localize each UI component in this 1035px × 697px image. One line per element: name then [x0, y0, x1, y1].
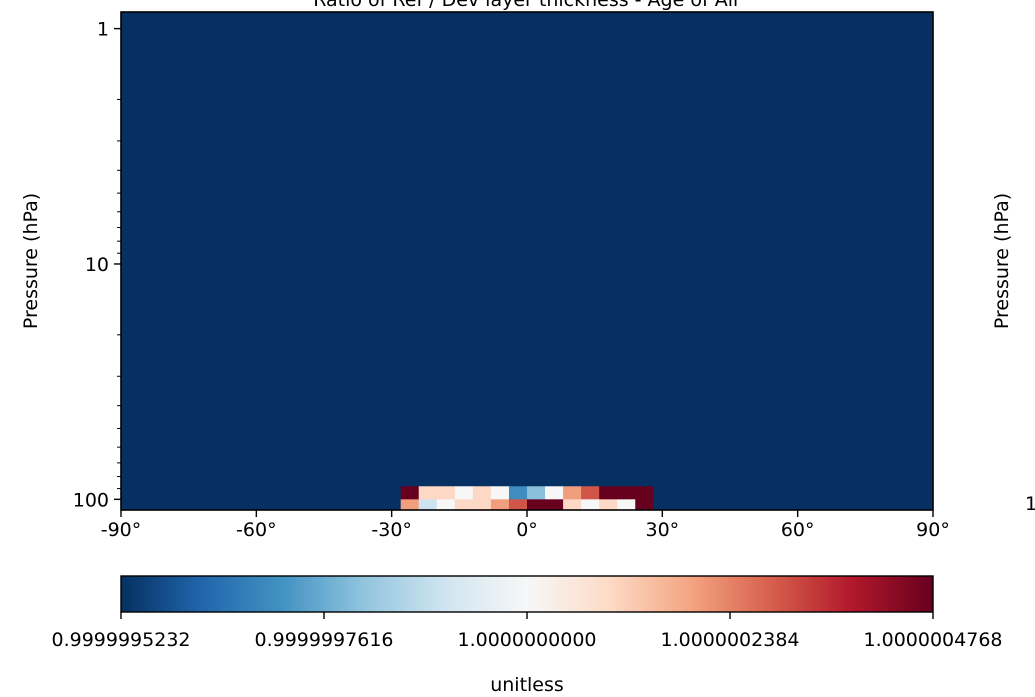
- heatmap-cell: [436, 486, 456, 500]
- heatmap-cells: [400, 486, 654, 510]
- heatmap-cell: [563, 499, 582, 510]
- heatmap-cell: [508, 486, 528, 500]
- x-tick-label: -60°: [236, 519, 277, 541]
- heatmap-cell: [400, 486, 420, 500]
- heatmap-cell: [454, 499, 474, 510]
- heatmap-cell: [508, 499, 528, 510]
- x-axis: -90° -60° -30° 0° 30° 60° 90°: [101, 510, 950, 541]
- colorbar-tick-label: 0.9999997616: [254, 629, 393, 651]
- heatmap-cell: [545, 499, 564, 510]
- heatmap-cell: [545, 486, 564, 500]
- x-tick-label: 60°: [781, 519, 815, 541]
- x-tick-label: 30°: [645, 519, 679, 541]
- colorbar-gradient: [120, 575, 934, 613]
- colorbar-tick-label: 1.0000004768: [863, 629, 1002, 651]
- second-panel-partial: Pressure (hPa) 1: [991, 193, 1035, 515]
- heatmap-cell: [454, 486, 474, 500]
- colorbar-tick-label: 0.9999995232: [51, 629, 190, 651]
- heatmap-cell: [418, 499, 438, 510]
- heatmap-cell: [527, 486, 546, 500]
- heatmap-cell: [436, 499, 456, 510]
- heatmap-cell: [599, 499, 618, 510]
- x-tick-label: -30°: [371, 519, 412, 541]
- heatmap-cell: [563, 486, 582, 500]
- colorbar-tick-label: 1.0000000000: [457, 629, 596, 651]
- heatmap-background: [121, 12, 933, 510]
- y-tick-label: 1: [97, 19, 109, 41]
- plot-area: [120, 11, 934, 511]
- heatmap-cell: [400, 499, 420, 510]
- heatmap-cell: [581, 499, 600, 510]
- heatmap-cell: [635, 499, 654, 510]
- y-tick-label: 100: [73, 489, 109, 511]
- second-panel-y-tick-label: 1: [1025, 493, 1035, 515]
- y-axis-label: Pressure (hPa): [20, 193, 42, 329]
- heatmap-cell: [472, 486, 492, 500]
- chart-title: Ratio of Ref / Dev layer thickness - Age…: [313, 0, 741, 11]
- heatmap-cell: [581, 486, 600, 500]
- heatmap-cell: [472, 499, 492, 510]
- heatmap-cell: [490, 499, 510, 510]
- x-tick-label: -90°: [101, 519, 142, 541]
- heatmap-cell: [490, 486, 510, 500]
- heatmap-cell: [418, 486, 438, 500]
- y-axis: 1 10 100: [73, 19, 121, 511]
- heatmap-cell: [527, 499, 546, 510]
- heatmap-cell: [635, 486, 654, 500]
- second-panel-y-axis-label: Pressure (hPa): [991, 193, 1013, 329]
- y-tick-label: 10: [85, 254, 109, 276]
- heatmap-cell: [617, 499, 636, 510]
- colorbar-tick-label: 1.0000002384: [660, 629, 799, 651]
- colorbar-ticks: 0.9999995232 0.9999997616 1.0000000000 1.00…: [51, 612, 1003, 651]
- heatmap-cell: [599, 486, 618, 500]
- x-tick-label: 90°: [916, 519, 950, 541]
- x-tick-label: 0°: [516, 519, 538, 541]
- heatmap-cell: [617, 486, 636, 500]
- colorbar-label: unitless: [490, 674, 564, 696]
- colorbar: 0.9999995232 0.9999997616 1.0000000000 1.00…: [51, 575, 1003, 696]
